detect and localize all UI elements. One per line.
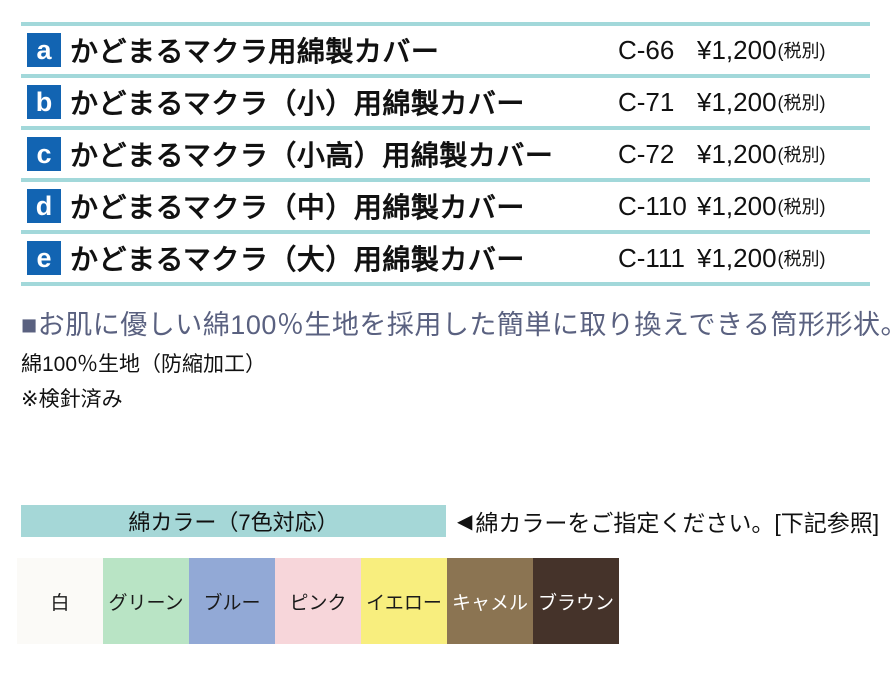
price-amount: ¥1,200	[697, 86, 777, 117]
color-instruction: ◀ 綿カラーをご指定ください。[下記参照]	[457, 505, 879, 537]
product-price: ¥1,200 (税別)	[697, 87, 870, 118]
product-name: かどまるマクラ（大）用綿製カバー	[70, 244, 525, 275]
product-name: かどまるマクラ用綿製カバー	[70, 36, 440, 67]
product-name: かどまるマクラ（小）用綿製カバー	[70, 88, 525, 119]
product-row: d かどまるマクラ（中）用綿製カバー C-110 ¥1,200 (税別)	[21, 178, 870, 230]
price-amount: ¥1,200	[697, 34, 777, 65]
color-swatch-pink: ピンク	[275, 558, 361, 644]
color-section-header: 綿カラー（7色対応）	[21, 505, 446, 537]
product-name: かどまるマクラ（小高）用綿製カバー	[70, 140, 554, 171]
tax-note: (税別)	[777, 41, 826, 61]
product-badge-e: e	[27, 241, 61, 275]
feature-heading: ■お肌に優しい綿100％生地を採用した簡単に取り換えできる筒形形状。	[21, 310, 891, 340]
product-row: c かどまるマクラ（小高）用綿製カバー C-72 ¥1,200 (税別)	[21, 126, 870, 178]
material-note: 綿100％生地（防縮加工）	[21, 353, 267, 376]
color-instruction-text: 綿カラーをご指定ください。[下記参照]	[475, 510, 880, 536]
color-swatch-brown: ブラウン	[533, 558, 619, 644]
product-code: C-71	[618, 86, 675, 117]
product-row: e かどまるマクラ（大）用綿製カバー C-111 ¥1,200 (税別)	[21, 230, 870, 282]
product-price: ¥1,200 (税別)	[697, 243, 870, 274]
product-price: ¥1,200 (税別)	[697, 35, 870, 66]
product-price: ¥1,200 (税別)	[697, 139, 870, 170]
product-badge-a: a	[27, 33, 61, 67]
needle-check-note: ※検針済み	[21, 388, 123, 411]
product-row: b かどまるマクラ（小）用綿製カバー C-71 ¥1,200 (税別)	[21, 74, 870, 126]
product-badge-c: c	[27, 137, 61, 171]
color-swatch-green: グリーン	[103, 558, 189, 644]
product-code: C-110	[618, 190, 687, 221]
product-code: C-72	[618, 138, 675, 169]
tax-note: (税別)	[777, 249, 826, 269]
color-swatch-yellow: イエロー	[361, 558, 447, 644]
color-swatch-blue: ブルー	[189, 558, 275, 644]
left-triangle-icon: ◀	[457, 510, 473, 533]
price-amount: ¥1,200	[697, 242, 777, 273]
product-name: かどまるマクラ（中）用綿製カバー	[70, 192, 525, 223]
product-price: ¥1,200 (税別)	[697, 191, 870, 222]
product-badge-b: b	[27, 85, 61, 119]
product-code: C-111	[618, 242, 685, 273]
product-row: a かどまるマクラ用綿製カバー C-66 ¥1,200 (税別)	[21, 22, 870, 74]
price-amount: ¥1,200	[697, 138, 777, 169]
color-swatch-white: 白	[17, 558, 103, 644]
product-badge-d: d	[27, 189, 61, 223]
product-table: a かどまるマクラ用綿製カバー C-66 ¥1,200 (税別) b かどまるマ…	[21, 22, 870, 286]
color-swatch-strip: 白 グリーン ブルー ピンク イエロー キャメル ブラウン	[17, 558, 619, 644]
price-amount: ¥1,200	[697, 190, 777, 221]
color-swatch-camel: キャメル	[447, 558, 533, 644]
tax-note: (税別)	[777, 145, 826, 165]
tax-note: (税別)	[777, 93, 826, 113]
product-code: C-66	[618, 34, 675, 65]
tax-note: (税別)	[777, 197, 826, 217]
